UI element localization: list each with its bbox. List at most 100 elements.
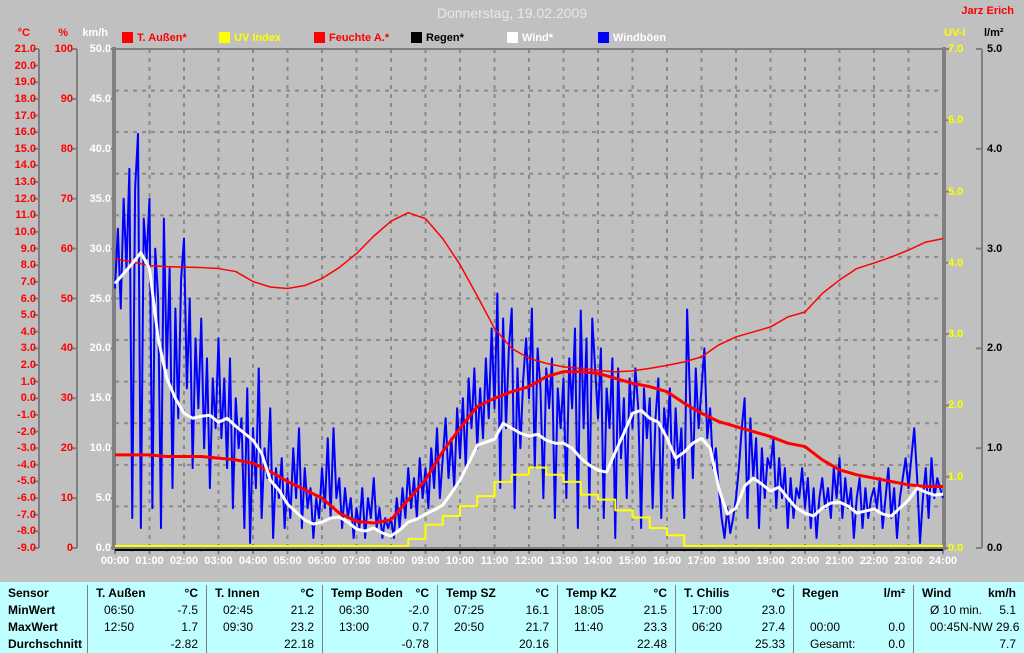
table-cell: 16.1	[525, 603, 549, 617]
kmh-axis-label: 40.0	[89, 142, 111, 155]
legend-label: UV Index	[234, 31, 282, 44]
temp-axis-label: 12.0	[14, 192, 36, 205]
kmh-axis-label: 35.0	[89, 192, 111, 205]
table-cell: °C	[535, 586, 549, 600]
legend-item-4: Regen*	[411, 31, 464, 44]
series-windboeen	[114, 132, 944, 545]
table-column-temp-sz: Temp SZ °C 07:25 16.1 20:50 21.7 20.16	[437, 585, 557, 653]
table-column-regen: Regen l/m² 00:00 0.0 Gesamt: 0.0	[793, 585, 913, 653]
time-axis-label: 06:00	[307, 555, 337, 567]
temp-axis-label: 21.0	[14, 43, 36, 55]
temp-axis-unit: °C	[17, 27, 30, 39]
kmh-axis-label: 50.0	[89, 43, 111, 55]
table-cell: 07:25	[454, 603, 485, 617]
table-row: Gesamt: 0.0	[794, 636, 913, 653]
time-axis-label: 00:00	[100, 555, 130, 567]
percent-axis-label: 40	[60, 342, 73, 355]
table-cell: °C	[653, 586, 667, 600]
table-row: -0.78	[323, 636, 437, 653]
legend-item-2: UV Index	[219, 31, 281, 44]
temp-axis-label: 18.0	[14, 92, 36, 105]
rain-axis-label: 0.0	[987, 542, 1003, 554]
table-cell: 21.5	[643, 603, 667, 617]
sensor-stats-table: Sensor MinWert MaxWert Durchschnitt T. Außen…	[0, 582, 1024, 653]
table-row: Durchschnitt	[0, 636, 87, 653]
temp-axis-label: 19.0	[14, 76, 36, 89]
percent-axis-label: 10	[60, 492, 73, 505]
time-axis-label: 23:00	[894, 555, 923, 567]
table-cell: °C	[771, 586, 785, 600]
table-cell: 17:00	[692, 603, 723, 617]
legend-label: T. Außen*	[137, 31, 187, 44]
table-cell: 5.1	[999, 603, 1016, 617]
rain-axis-label: 1.0	[987, 442, 1003, 455]
temp-axis-label: -4.0	[17, 458, 36, 471]
time-axis-label: 01:00	[135, 555, 164, 567]
table-row: 20.16	[438, 636, 557, 653]
legend-item-1: T. Außen*	[122, 31, 187, 44]
legend-label: Windböen	[613, 31, 667, 44]
table-row: T. Chilis °C	[676, 585, 793, 602]
table-column-temp-kz: Temp KZ °C 18:05 21.5 11:40 23.3 22.48	[557, 585, 675, 653]
table-cell: T. Chilis	[684, 586, 730, 600]
rain-axis-label: 5.0	[987, 43, 1003, 55]
legend-label: Feuchte A.*	[329, 31, 390, 44]
table-cell: 00:00	[810, 620, 841, 634]
table-row: 18:05 21.5	[558, 602, 675, 619]
temp-axis-label: -3.0	[17, 442, 36, 455]
percent-axis-label: 90	[60, 92, 73, 105]
table-cell: 21.2	[290, 603, 314, 617]
percent-axis-label: 20	[60, 442, 73, 455]
table-cell: T. Innen	[215, 586, 260, 600]
table-row: -2.82	[88, 636, 206, 653]
temp-axis-label: 17.0	[14, 109, 36, 122]
temp-axis-label: -5.0	[17, 475, 36, 488]
percent-axis-label: 30	[60, 392, 73, 405]
temp-axis-label: 11.0	[15, 209, 36, 222]
table-row: Sensor	[0, 585, 87, 602]
percent-axis-label: 80	[60, 142, 73, 155]
kmh-axis-label: 25.0	[89, 292, 111, 305]
time-axis-label: 07:00	[342, 555, 371, 567]
temp-axis-label: 5.0	[20, 309, 36, 322]
table-column-sensor: Sensor MinWert MaxWert Durchschnitt	[0, 585, 87, 653]
table-row: MaxWert	[0, 619, 87, 636]
series-wind	[113, 251, 944, 538]
table-cell: Wind	[922, 586, 952, 600]
table-row: 22.48	[558, 636, 675, 653]
table-cell: °C	[415, 586, 429, 600]
temp-axis-label: 15.0	[14, 142, 36, 155]
table-row: T. Innen °C	[207, 585, 322, 602]
table-cell: 18:05	[574, 603, 605, 617]
table-row: Regen l/m²	[794, 585, 913, 602]
table-row: 06:20 27.4	[676, 619, 793, 636]
time-axis-label: 19:00	[756, 555, 785, 567]
table-cell: 09:30	[223, 620, 254, 634]
temp-axis-label: 20.0	[14, 59, 36, 72]
rain-axis-unit: l/m²	[984, 27, 1004, 39]
time-axis-label: 17:00	[687, 555, 716, 567]
table-cell: 13:00	[339, 620, 370, 634]
temp-axis-label: 3.0	[20, 342, 36, 355]
table-cell: 06:20	[692, 620, 723, 634]
temp-axis-label: 7.0	[20, 275, 36, 288]
time-axis-label: 12:00	[514, 555, 544, 567]
temp-axis-label: -7.0	[17, 508, 36, 521]
table-cell: 20:50	[454, 620, 485, 634]
kmh-axis-label: 30.0	[89, 242, 111, 255]
table-cell: Temp SZ	[446, 586, 496, 600]
table-row: 11:40 23.3	[558, 619, 675, 636]
humidity-axis-unit: %	[58, 27, 68, 39]
time-axis-label: 14:00	[583, 555, 613, 567]
legend-swatch	[219, 32, 230, 43]
legend-item-3: Feuchte A.*	[314, 31, 389, 44]
temp-axis-label: 16.0	[14, 126, 36, 139]
time-axis-label: 16:00	[652, 555, 682, 567]
temp-axis-label: 13.0	[14, 176, 36, 189]
time-axis-label: 04:00	[238, 555, 268, 567]
legend-swatch	[314, 32, 325, 43]
kmh-axis-label: 0.0	[95, 542, 111, 554]
uv-axis-label: 6.0	[948, 114, 964, 127]
table-row: 07:25 16.1	[438, 602, 557, 619]
